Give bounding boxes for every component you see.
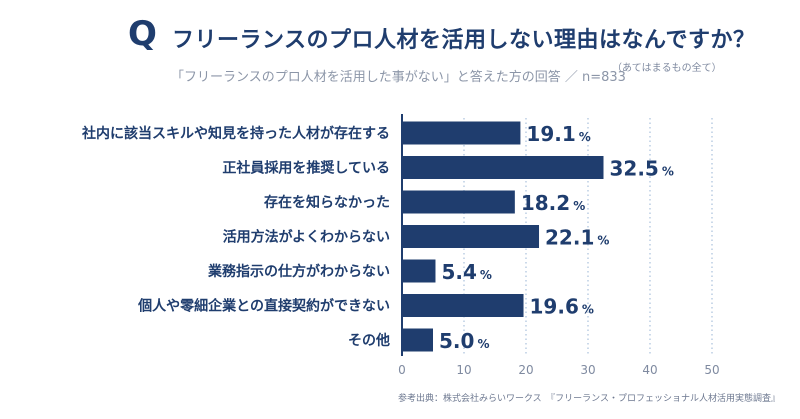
category-label: 活用方法がよくわからない — [223, 229, 390, 246]
value-unit: % — [477, 337, 489, 351]
source-note: 参考出典：株式会社みらいワークス 『フリーランス・プロフェッショナル人材活用実態… — [397, 394, 780, 404]
data-label: 5.0% — [439, 329, 489, 353]
title-note: （あてはまるもの全て） — [612, 63, 722, 74]
question-mark: Q — [128, 14, 157, 54]
bar — [402, 328, 433, 352]
x-tick-label: 20 — [518, 363, 533, 377]
category-label: 個人や零細企業との直接契約ができない — [137, 298, 390, 315]
bar — [402, 156, 604, 179]
data-label: 22.1% — [545, 226, 609, 250]
bar — [402, 259, 436, 283]
x-tick-label: 40 — [642, 363, 657, 377]
chart-title: フリーランスのプロ人材を活用しない理由はなんですか？ — [172, 28, 756, 53]
category-label: 社内に該当スキルや知見を持った人材が存在する — [81, 125, 390, 142]
chart-subtitle: 「フリーランスのプロ人材を活用した事がない」と答えた方の回答 ／ n=833 — [171, 70, 626, 85]
bar — [402, 121, 521, 145]
category-label: その他 — [348, 332, 390, 349]
category-label: 存在を知らなかった — [264, 194, 390, 211]
bar — [402, 190, 515, 214]
data-label: 5.4% — [441, 260, 491, 284]
data-label: 19.6% — [530, 295, 594, 319]
data-label: 19.1% — [526, 122, 590, 146]
value-number: 22.1 — [545, 226, 594, 250]
bar — [402, 294, 524, 317]
value-unit: % — [573, 199, 585, 213]
data-label: 32.5% — [610, 157, 674, 181]
value-number: 18.2 — [521, 191, 570, 215]
value-unit: % — [582, 303, 594, 317]
value-number: 32.5 — [610, 157, 659, 181]
bar — [402, 225, 540, 248]
x-tick-label: 10 — [456, 363, 471, 377]
x-tick-label: 30 — [580, 363, 595, 377]
x-tick-label: 0 — [398, 363, 406, 377]
value-unit: % — [662, 165, 674, 179]
value-unit: % — [597, 234, 609, 248]
data-label: 18.2% — [521, 191, 585, 215]
value-number: 5.4 — [441, 260, 476, 284]
value-number: 19.1 — [526, 122, 575, 146]
category-label: 正社員採用を推奨している — [222, 160, 390, 177]
category-label: 業務指示の仕方がわからない — [207, 263, 390, 280]
value-unit: % — [579, 130, 591, 144]
value-number: 19.6 — [530, 295, 579, 319]
value-unit: % — [480, 268, 492, 282]
value-number: 5.0 — [439, 329, 474, 353]
x-tick-label: 50 — [704, 363, 719, 377]
